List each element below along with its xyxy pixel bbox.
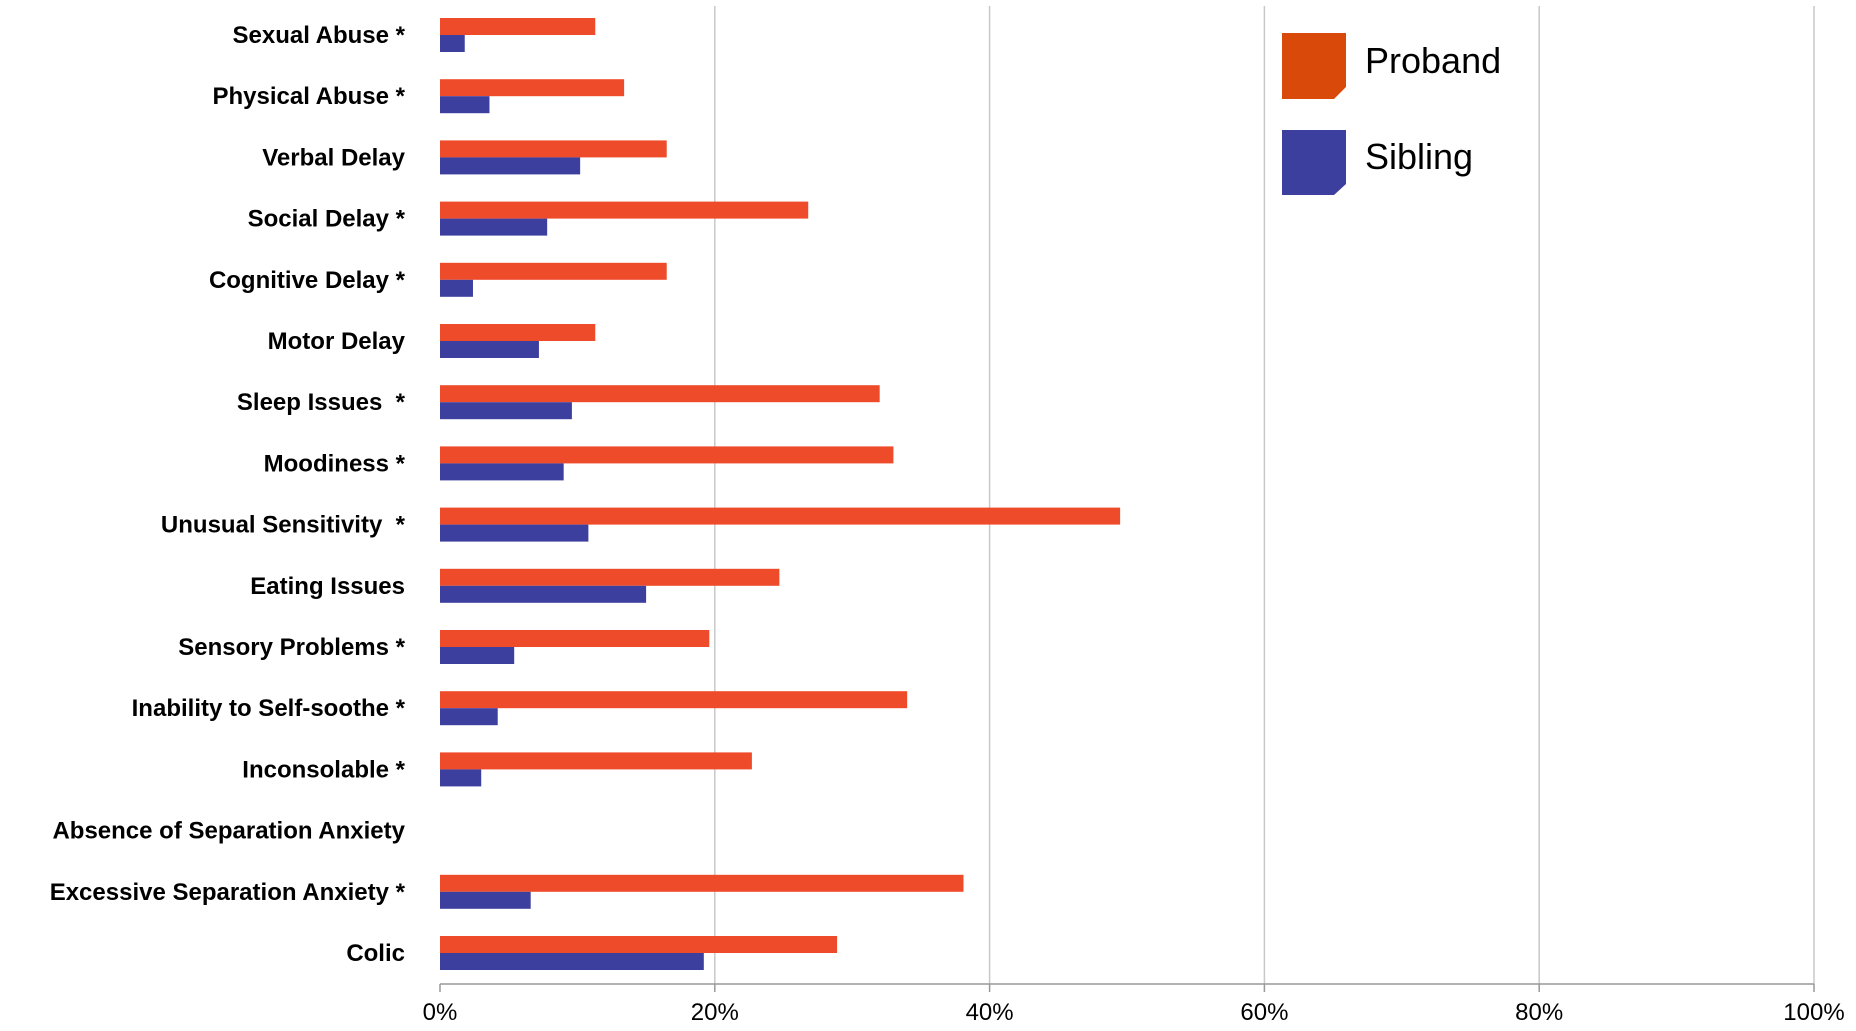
bar-proband-7	[440, 446, 894, 464]
bar-sibling-4	[440, 279, 473, 297]
category-label-13: Absence of Separation Anxiety	[52, 818, 405, 845]
bar-proband-1	[440, 79, 625, 97]
bar-proband-4	[440, 262, 667, 280]
x-tick-label-0: 0%	[423, 999, 458, 1026]
bar-sibling-11	[440, 708, 498, 726]
x-tick-label-1: 20%	[691, 999, 739, 1026]
bar-proband-3	[440, 201, 809, 219]
bar-proband-12	[440, 752, 752, 770]
category-label-14: Excessive Separation Anxiety *	[50, 879, 406, 906]
category-label-10: Sensory Problems *	[178, 634, 405, 661]
category-label-4: Cognitive Delay *	[209, 267, 406, 294]
legend: Proband Sibling	[1282, 33, 1501, 195]
category-label-9: Eating Issues	[250, 573, 405, 600]
bars	[440, 18, 1121, 970]
x-tick-label-3: 60%	[1240, 999, 1288, 1026]
gridlines	[714, 6, 1815, 984]
x-tick-label-4: 80%	[1515, 999, 1563, 1026]
category-label-12: Inconsolable *	[242, 756, 405, 783]
x-axis-ticks: 0% 20% 40% 60% 80% 100%	[423, 984, 1845, 1026]
legend-label-sibling: Sibling	[1365, 136, 1473, 177]
category-label-7: Moodiness *	[264, 450, 406, 477]
category-label-1: Physical Abuse *	[212, 83, 405, 110]
category-label-11: Inability to Self-soothe *	[132, 695, 406, 722]
bar-sibling-3	[440, 218, 548, 236]
category-label-2: Verbal Delay	[262, 144, 405, 171]
legend-item-sibling: Sibling	[1282, 130, 1473, 195]
bar-proband-10	[440, 630, 710, 647]
legend-label-proband: Proband	[1365, 40, 1501, 81]
bar-sibling-5	[440, 341, 539, 358]
legend-item-proband: Proband	[1282, 33, 1501, 99]
bar-proband-14	[440, 874, 964, 892]
category-label-5: Motor Delay	[268, 328, 406, 355]
bar-sibling-0	[440, 35, 465, 52]
category-label-3: Social Delay *	[248, 206, 406, 233]
bar-sibling-1	[440, 96, 490, 114]
bar-proband-15	[440, 936, 838, 953]
category-label-15: Colic	[346, 940, 405, 967]
legend-swatch-sibling	[1282, 130, 1346, 195]
x-tick-label-5: 100%	[1783, 999, 1844, 1026]
bar-sibling-7	[440, 463, 564, 481]
bar-sibling-2	[440, 157, 581, 175]
bar-proband-5	[440, 324, 596, 341]
bar-proband-9	[440, 568, 780, 586]
bar-proband-2	[440, 140, 667, 158]
y-axis-category-labels: Sexual Abuse * Physical Abuse * Verbal Del…	[50, 22, 406, 967]
bar-sibling-14	[440, 891, 531, 909]
category-label-0: Sexual Abuse *	[232, 22, 405, 49]
bar-sibling-9	[440, 585, 647, 603]
category-label-6: Sleep Issues *	[237, 389, 406, 416]
bar-sibling-8	[440, 524, 589, 542]
bar-sibling-12	[440, 769, 482, 787]
category-label-8: Unusual Sensitivity *	[161, 512, 406, 539]
bar-sibling-15	[440, 953, 704, 970]
bar-proband-8	[440, 507, 1121, 525]
bar-sibling-10	[440, 647, 515, 664]
bar-proband-11	[440, 691, 908, 709]
bar-proband-0	[440, 18, 596, 35]
bar-proband-6	[440, 385, 880, 403]
x-tick-label-2: 40%	[966, 999, 1014, 1026]
legend-swatch-proband	[1282, 33, 1346, 99]
bar-sibling-6	[440, 402, 572, 420]
